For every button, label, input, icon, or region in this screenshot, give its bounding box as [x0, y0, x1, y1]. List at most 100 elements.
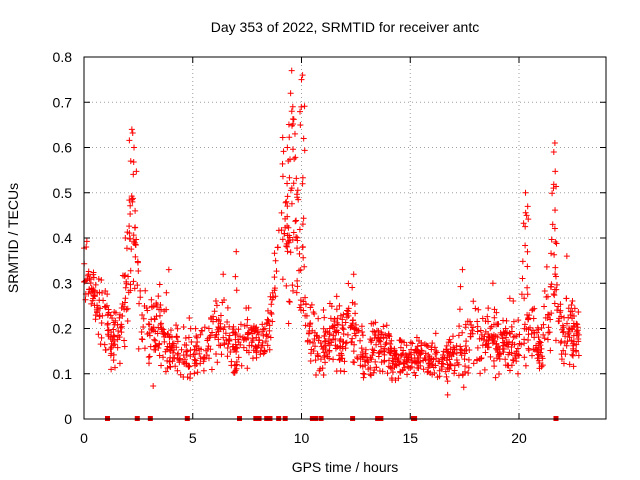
- data-point: [425, 342, 432, 349]
- data-point: [230, 369, 237, 376]
- data-point: [407, 365, 414, 372]
- data-point: [121, 273, 128, 280]
- data-point: [571, 323, 578, 330]
- data-point: [388, 375, 395, 382]
- data-point: [552, 264, 559, 271]
- data-point: [575, 335, 582, 342]
- data-point: [293, 233, 300, 240]
- data-point: [315, 315, 322, 322]
- data-point: [255, 337, 262, 344]
- data-point: [248, 326, 255, 333]
- data-point: [414, 364, 421, 371]
- data-point: [487, 325, 494, 332]
- data-point: [553, 240, 560, 247]
- data-point: [357, 337, 364, 344]
- data-point: [290, 287, 297, 294]
- data-point: [571, 305, 578, 312]
- data-point: [395, 355, 402, 362]
- data-point: [329, 324, 336, 331]
- data-point: [469, 330, 476, 337]
- data-point: [146, 353, 153, 360]
- data-point: [132, 207, 139, 214]
- data-point: [420, 366, 427, 373]
- data-point: [82, 296, 89, 303]
- data-point: [362, 350, 369, 357]
- data-point: [319, 365, 326, 372]
- y-tick-label: 0.2: [53, 321, 73, 337]
- data-point: [341, 358, 348, 365]
- data-point: [453, 342, 460, 349]
- data-point: [543, 263, 550, 270]
- data-point: [298, 103, 305, 110]
- data-point: [538, 345, 545, 352]
- data-point: [563, 295, 570, 302]
- data-point: [178, 346, 185, 353]
- data-point: [490, 321, 497, 328]
- data-point: [433, 348, 440, 355]
- data-point: [331, 316, 338, 323]
- data-point: [428, 355, 435, 362]
- data-point: [201, 356, 208, 363]
- data-point: [173, 344, 180, 351]
- data-point: [287, 90, 294, 97]
- data-point: [530, 315, 537, 322]
- data-point: [457, 343, 464, 350]
- data-point: [569, 298, 576, 305]
- data-point: [174, 367, 181, 374]
- data-point: [201, 324, 208, 331]
- data-point: [285, 238, 292, 245]
- data-point: [244, 365, 251, 372]
- data-point: [141, 302, 148, 309]
- data-point: [495, 370, 502, 377]
- data-point: [292, 218, 299, 225]
- data-point: [126, 137, 133, 144]
- data-point: [278, 227, 285, 234]
- data-point: [515, 370, 522, 377]
- data-point: [250, 337, 257, 344]
- data-point: [284, 180, 291, 187]
- data-point: [563, 253, 570, 260]
- data-point: [174, 325, 181, 332]
- data-point: [130, 171, 137, 178]
- data-point: [510, 318, 517, 325]
- data-point: [491, 306, 498, 313]
- data-point: [293, 175, 300, 182]
- data-point: [439, 356, 446, 363]
- data-point: [118, 329, 125, 336]
- data-point: [128, 246, 135, 253]
- data-point: [157, 306, 164, 313]
- data-point: [264, 316, 271, 323]
- data-point: [548, 250, 555, 257]
- data-point: [301, 147, 308, 154]
- data-point: [289, 122, 296, 129]
- data-point: [232, 273, 239, 280]
- data-point: [191, 370, 198, 377]
- data-point: [164, 343, 171, 350]
- data-point: [176, 359, 183, 366]
- data-point: [203, 347, 210, 354]
- data-point: [540, 331, 547, 338]
- data-point: [392, 351, 399, 358]
- x-tick-label: 0: [80, 430, 88, 446]
- data-point: [302, 322, 309, 329]
- data-point: [285, 320, 292, 327]
- data-point: [312, 372, 319, 379]
- data-point: [494, 344, 501, 351]
- data-point: [540, 321, 547, 328]
- data-point: [148, 325, 155, 332]
- data-point: [472, 305, 479, 312]
- data-point: [304, 337, 311, 344]
- y-tick-label: 0: [64, 411, 72, 427]
- data-point: [325, 335, 332, 342]
- data-point: [95, 275, 102, 282]
- data-point: [336, 344, 343, 351]
- data-point: [539, 355, 546, 362]
- data-point: [156, 312, 163, 319]
- data-point: [412, 372, 419, 379]
- data-point: [96, 289, 103, 296]
- data-point: [323, 350, 330, 357]
- data-point: [299, 174, 306, 181]
- data-point: [552, 207, 559, 214]
- data-point: [369, 346, 376, 353]
- data-point: [307, 304, 314, 311]
